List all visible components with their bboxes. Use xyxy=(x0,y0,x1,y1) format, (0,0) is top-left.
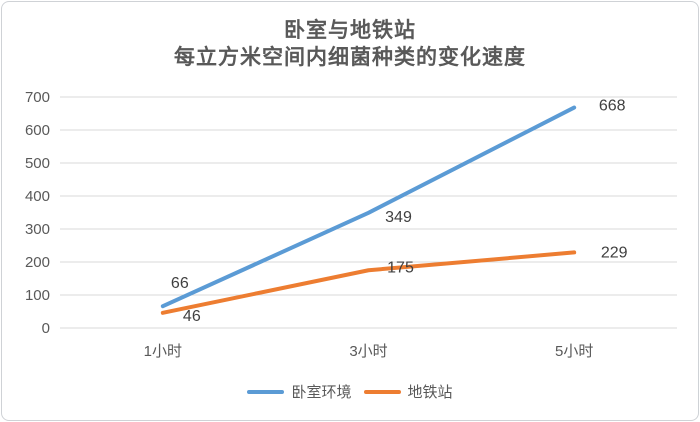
data-label-subway-station: 46 xyxy=(183,308,201,325)
y-axis-tick-label: 0 xyxy=(42,320,50,337)
series-line-subway-station xyxy=(160,250,577,315)
legend-item-subway-station: 地铁站 xyxy=(363,381,453,402)
legend-swatch-subway-station xyxy=(363,389,401,394)
y-axis-tick-label: 500 xyxy=(25,155,50,172)
y-axis-tick-label: 600 xyxy=(25,122,50,139)
y-axis-tick-label: 700 xyxy=(25,89,50,106)
x-axis-tick-label: 3小时 xyxy=(349,343,387,360)
x-axis-tick-label: 5小时 xyxy=(555,343,593,360)
chart-title: 卧室与地铁站 每立方米空间内细菌种类的变化速度 xyxy=(2,17,698,71)
legend-item-bedroom: 卧室环境 xyxy=(247,381,352,402)
legend-label-bedroom: 卧室环境 xyxy=(291,384,352,401)
x-axis-tick-label: 1小时 xyxy=(144,343,182,360)
data-label-bedroom: 349 xyxy=(385,209,412,226)
y-axis-tick-label: 400 xyxy=(25,188,50,205)
y-axis-tick-label: 300 xyxy=(25,221,50,238)
chart-legend: 卧室环境 地铁站 xyxy=(2,381,698,402)
data-label-subway-station: 229 xyxy=(601,244,628,261)
data-label-subway-station: 175 xyxy=(387,259,414,276)
legend-label-subway-station: 地铁站 xyxy=(407,384,453,401)
data-label-bedroom: 668 xyxy=(599,98,626,115)
legend-swatch-bedroom xyxy=(247,389,285,394)
data-label-bedroom: 66 xyxy=(171,275,189,292)
chart-title-line2: 每立方米空间内细菌种类的变化速度 xyxy=(174,46,526,69)
y-axis-tick-label: 200 xyxy=(25,254,50,271)
chart-title-line1: 卧室与地铁站 xyxy=(284,19,416,42)
y-axis-tick-label: 100 xyxy=(25,287,50,304)
series-line-bedroom xyxy=(160,105,577,309)
